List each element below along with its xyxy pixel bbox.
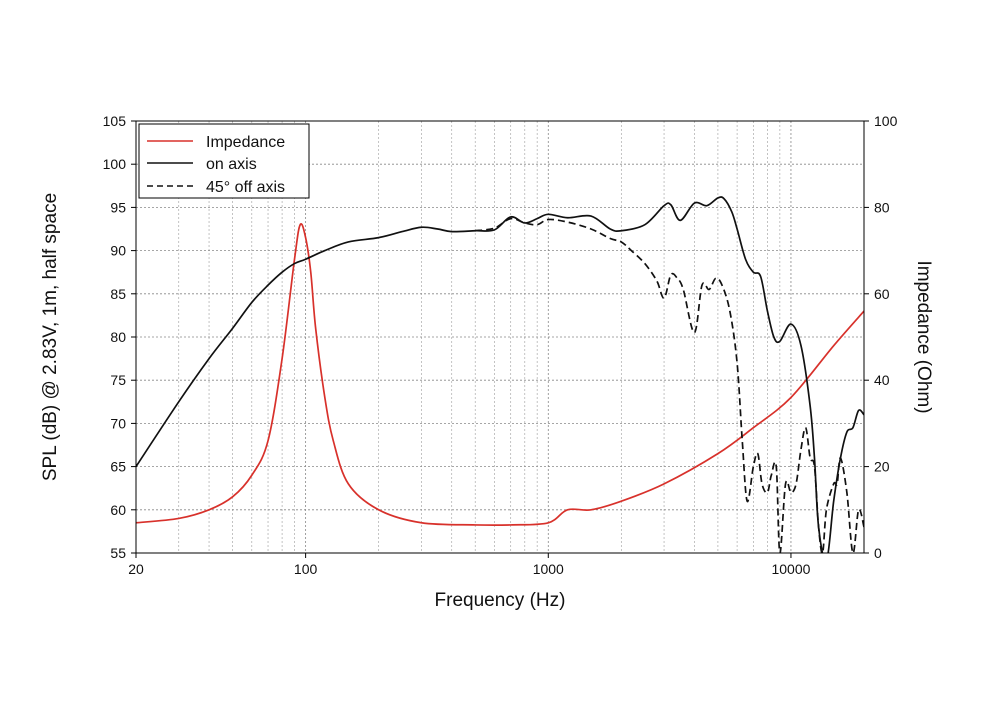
legend-label-off-axis: 45° off axis <box>206 179 285 196</box>
y-right-tick-label: 60 <box>874 286 890 302</box>
x-axis-label: Frequency (Hz) <box>435 590 566 611</box>
y-right-tick-label: 40 <box>874 372 890 388</box>
y-axis-right-ticks: 0 20 40 60 80 100 <box>864 113 898 561</box>
x-tick-label: 1000 <box>533 561 564 577</box>
legend-label-impedance: Impedance <box>206 134 285 151</box>
y-left-tick-label: 75 <box>110 372 126 388</box>
y-right-tick-label: 20 <box>874 459 890 475</box>
y-left-tick-label: 80 <box>110 329 126 345</box>
y-axis-left-ticks: 55 60 65 70 75 80 85 90 95 100 105 <box>103 113 136 561</box>
y-left-tick-label: 90 <box>110 243 126 259</box>
y-left-tick-label: 70 <box>110 415 126 431</box>
y-left-tick-label: 95 <box>110 199 126 215</box>
legend-label-on-axis: on axis <box>206 156 257 173</box>
legend: Impedance on axis 45° off axis <box>138 123 310 199</box>
x-tick-label: 100 <box>294 561 318 577</box>
y-left-tick-label: 55 <box>110 545 126 561</box>
y-left-tick-label: 105 <box>103 113 127 129</box>
y-right-tick-label: 100 <box>874 113 898 129</box>
y-right-tick-label: 80 <box>874 199 890 215</box>
y-axis-left-label: SPL (dB) @ 2.83V, 1m, half space <box>40 193 61 481</box>
y-left-tick-label: 85 <box>110 286 126 302</box>
x-tick-label: 20 <box>128 561 144 577</box>
y-left-tick-label: 100 <box>103 156 127 172</box>
x-axis-ticks: 20 100 1000 10000 <box>128 553 811 577</box>
y-right-tick-label: 0 <box>874 545 882 561</box>
y-left-tick-label: 65 <box>110 459 126 475</box>
impedance-curve <box>136 223 864 527</box>
y-left-tick-label: 60 <box>110 502 126 518</box>
x-tick-label: 10000 <box>771 561 810 577</box>
on-axis-curve <box>136 196 864 553</box>
y-axis-right-label: Impedance (Ohm) <box>913 260 934 413</box>
